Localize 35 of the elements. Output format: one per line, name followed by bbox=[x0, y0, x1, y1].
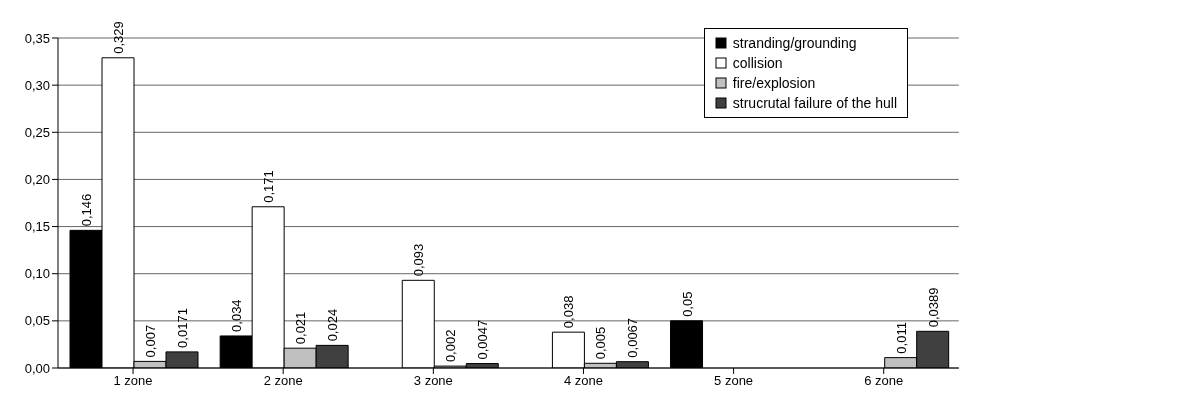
y-tick-label: 0,10 bbox=[24, 266, 50, 282]
x-tick-label: 3 zone bbox=[413, 373, 453, 389]
legend-label: collision bbox=[732, 54, 783, 73]
data-label: 0,011 bbox=[893, 322, 909, 354]
y-tick-label: 0,15 bbox=[24, 219, 50, 235]
legend-label: fire/explosion bbox=[732, 74, 816, 93]
data-label: 0,002 bbox=[443, 329, 459, 363]
x-tick-label: 4 zone bbox=[563, 373, 603, 389]
data-label: 0,038 bbox=[561, 295, 577, 329]
y-tick-label: 0,30 bbox=[24, 77, 50, 93]
data-label: 0,034 bbox=[229, 299, 245, 332]
data-label: 0,021 bbox=[293, 311, 309, 345]
data-label: 0,093 bbox=[411, 243, 427, 277]
data-label: 0,171 bbox=[261, 170, 277, 203]
data-label: 0,0171 bbox=[175, 308, 191, 348]
data-label: 0,007 bbox=[143, 324, 159, 358]
x-tick-label: 2 zone bbox=[263, 373, 303, 389]
legend-label: stranding/grounding bbox=[732, 34, 857, 53]
data-label: 0,146 bbox=[79, 193, 95, 227]
y-tick-label: 0,35 bbox=[24, 30, 50, 46]
data-label: 0,0047 bbox=[475, 319, 491, 360]
y-tick-label: 0,05 bbox=[24, 313, 50, 329]
data-label: 0,05 bbox=[679, 291, 695, 317]
data-label: 0,329 bbox=[111, 21, 127, 54]
legend-label: strucrutal failure of the hull bbox=[732, 94, 897, 113]
y-tick-label: 0,20 bbox=[24, 172, 50, 188]
y-tick-label: 0,00 bbox=[24, 360, 50, 376]
x-tick-label: 6 zone bbox=[864, 373, 904, 389]
y-tick-label: 0,25 bbox=[24, 124, 50, 140]
x-tick-label: 5 zone bbox=[714, 373, 754, 389]
x-tick-label: 1 zone bbox=[113, 373, 153, 389]
data-label: 0,005 bbox=[593, 326, 609, 360]
data-label: 0,024 bbox=[325, 308, 341, 342]
data-label: 0,0389 bbox=[925, 287, 941, 328]
data-label: 0,0067 bbox=[625, 317, 641, 358]
